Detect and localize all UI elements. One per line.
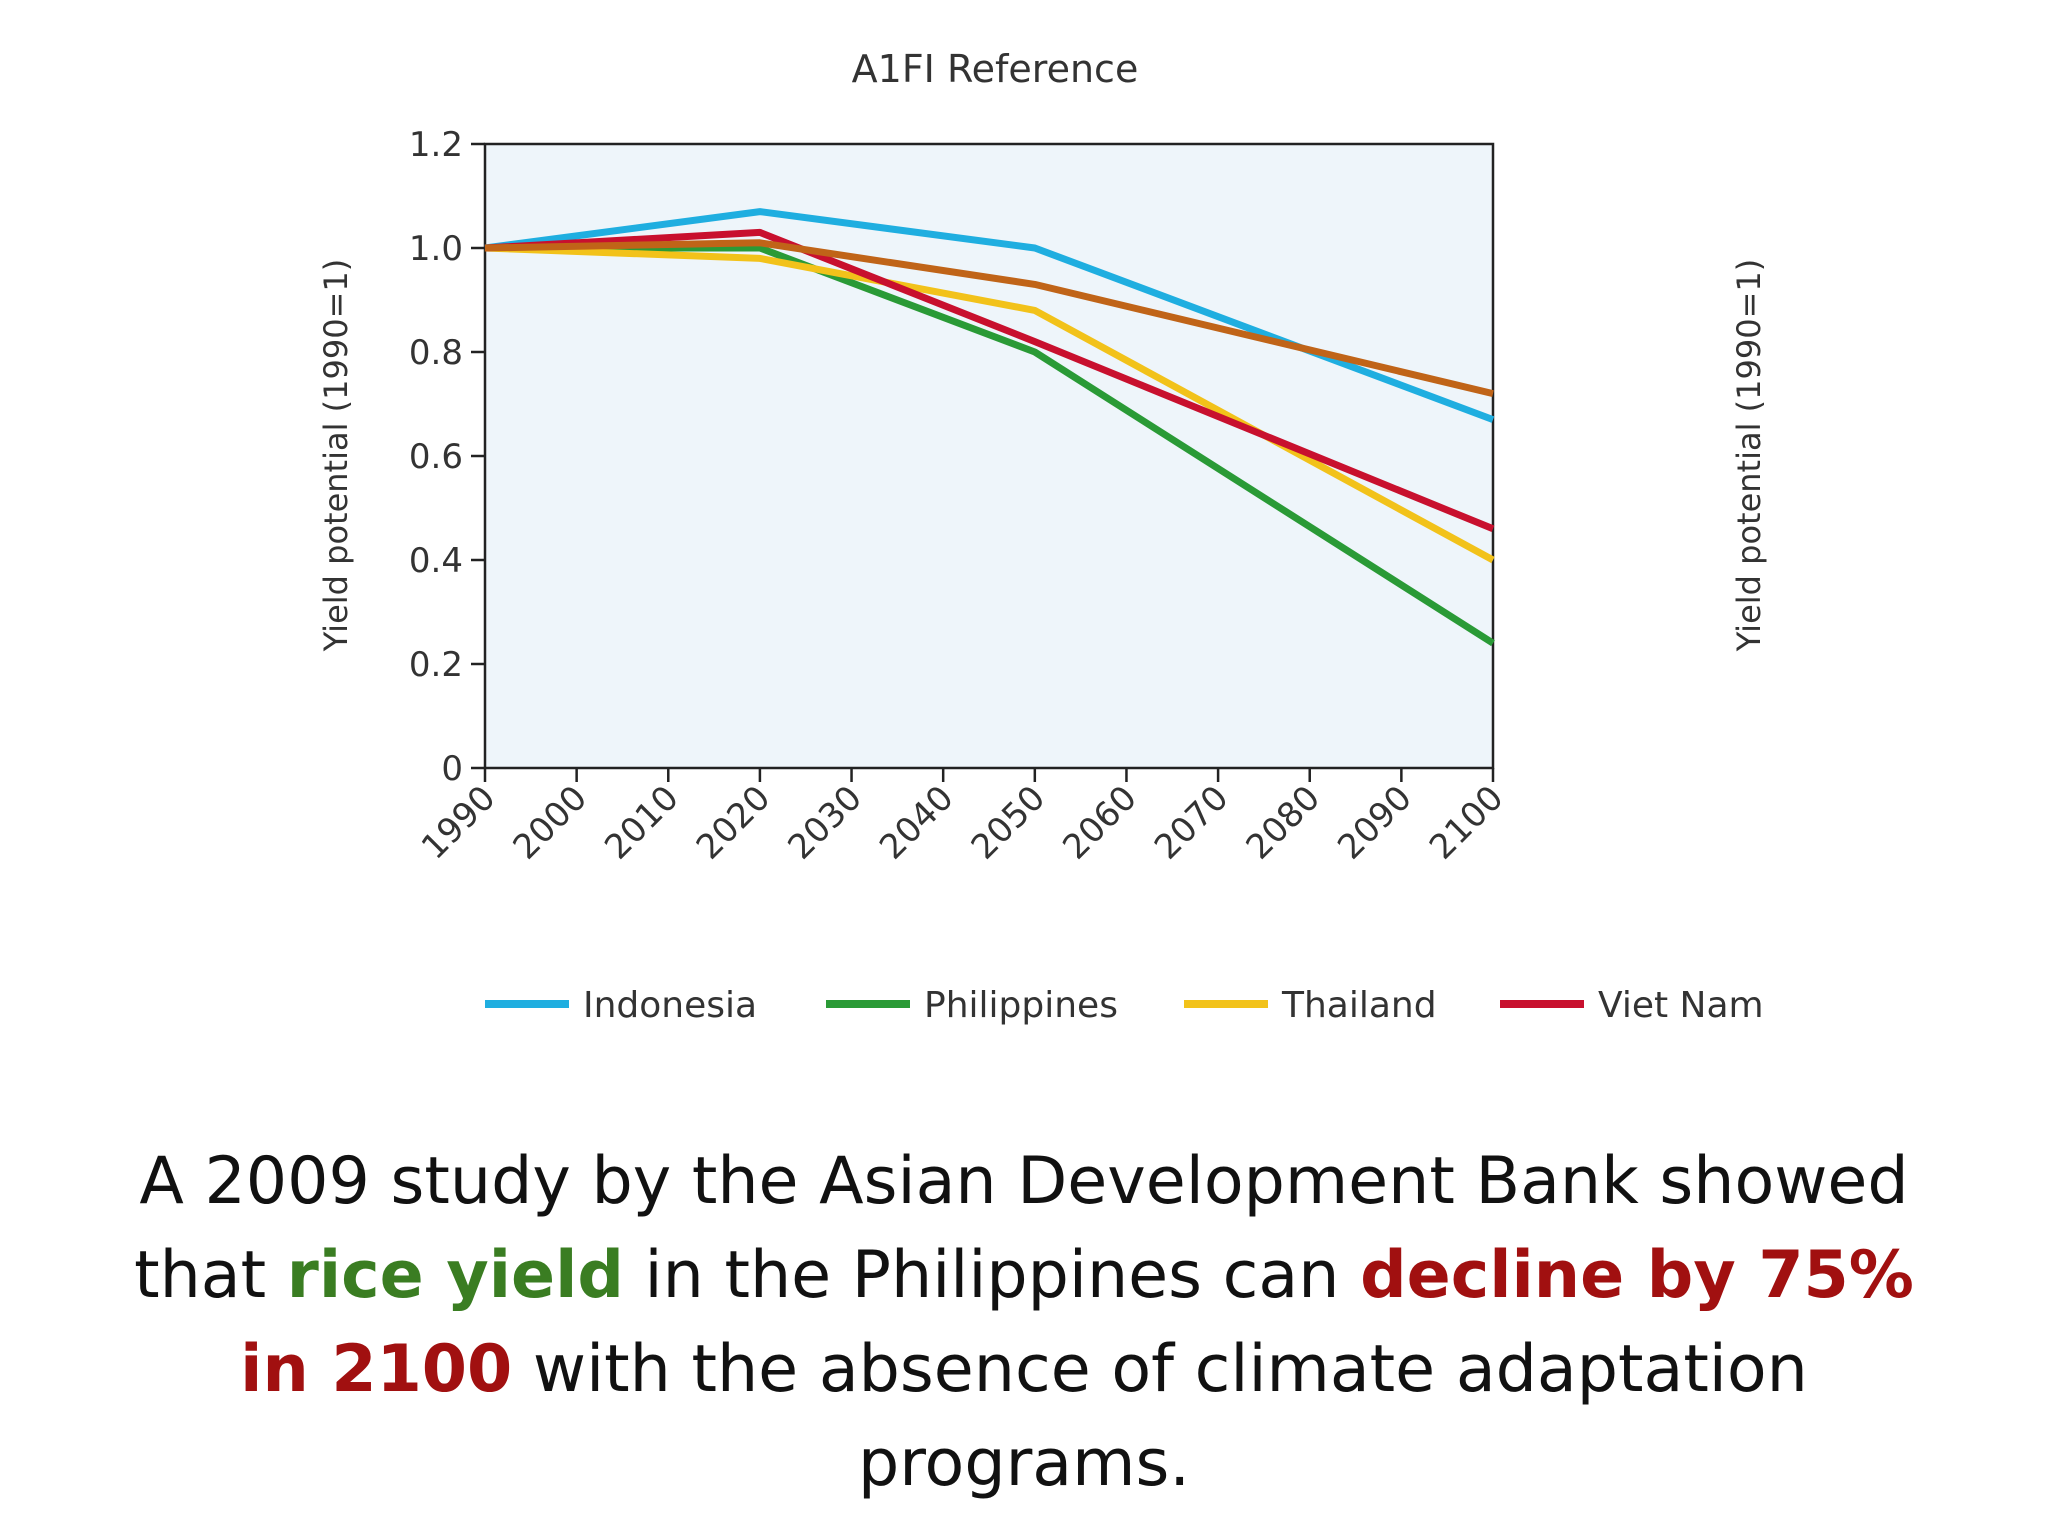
legend: Indonesia Philippines Thailand Viet Nam	[485, 985, 1764, 1026]
caption-highlight-decline: decline by 75% in 2100	[240, 1238, 1914, 1407]
y-tick-label: 0.2	[409, 645, 463, 685]
x-tick-label: 2060	[1055, 778, 1144, 867]
caption-text-1: A 2009 study by the Asian Development Ba…	[134, 1144, 1909, 1313]
x-tick-label: 2070	[1147, 778, 1236, 867]
y-tick-label: 0.4	[409, 541, 463, 581]
caption-text-3: with the absence of climate adaptation p…	[512, 1332, 1808, 1501]
x-tick-label: 2000	[506, 778, 595, 867]
x-tick-label: 1990	[414, 778, 503, 867]
chart-title: A1FI Reference	[852, 47, 1139, 91]
series-line-unlabeled	[484, 239, 1494, 398]
caption-text-2: in the Philippines can	[623, 1238, 1361, 1313]
caption-highlight-rice-yield: rice yield	[286, 1238, 624, 1313]
legend-label-thailand: Thailand	[1281, 985, 1437, 1026]
y-axis-label-left: Yield potential (1990=1)	[317, 259, 355, 652]
series-line-indonesia	[484, 208, 1495, 423]
caption: A 2009 study by the Asian Development Ba…	[124, 1135, 1924, 1511]
y-axis-label-right: Yield potential (1990=1)	[1730, 259, 1768, 652]
legend-label-indonesia: Indonesia	[583, 985, 757, 1026]
x-tick-label: 2100	[1422, 778, 1511, 867]
y-tick-label: 0.6	[409, 437, 463, 477]
y-tick-label: 0.8	[409, 333, 463, 373]
y-tick-label: 0	[441, 749, 463, 789]
x-tick-label: 2080	[1239, 778, 1328, 867]
series-line-viet-nam	[484, 228, 1495, 533]
legend-label-philippines: Philippines	[924, 985, 1118, 1026]
x-tick-label: 2050	[964, 778, 1053, 867]
y-tick-label: 1.0	[409, 229, 463, 269]
x-tick-label: 2090	[1330, 778, 1419, 867]
y-tick-label: 1.2	[409, 125, 463, 165]
x-tick-label: 2030	[780, 778, 869, 867]
legend-label-viet-nam: Viet Nam	[1598, 985, 1764, 1026]
x-tick-label: 2020	[689, 778, 778, 867]
x-tick-label: 2040	[872, 778, 961, 867]
x-tick-label: 2010	[597, 778, 686, 867]
